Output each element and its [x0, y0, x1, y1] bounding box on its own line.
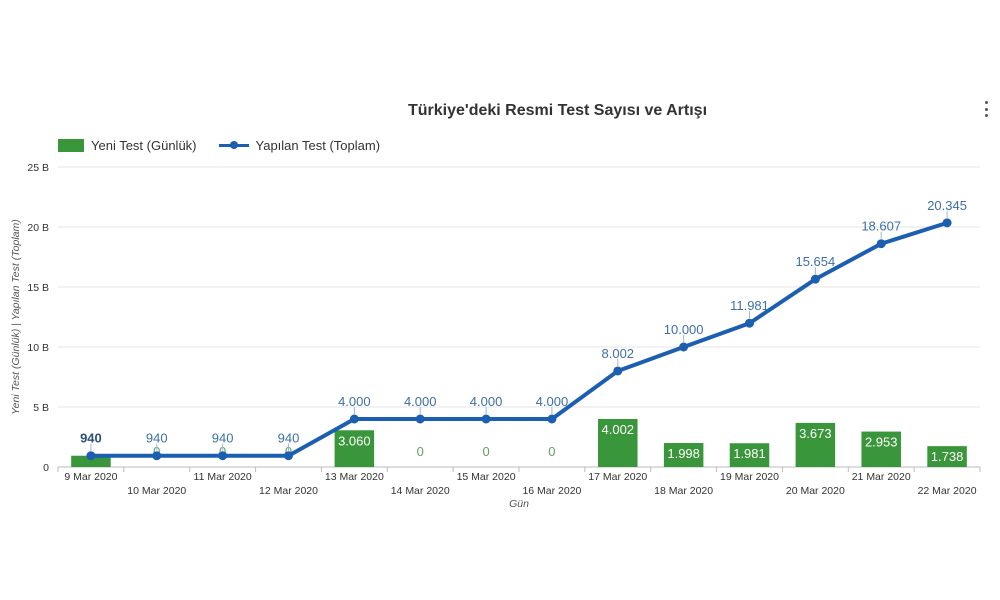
legend-line-swatch [218, 139, 249, 152]
line-point [876, 239, 886, 249]
line-data-label: 15.654 [795, 254, 835, 269]
x-tick-label: 16 Mar 2020 [522, 485, 581, 497]
legend-label-line: Yapılan Test (Toplam) [255, 138, 381, 153]
line-point [415, 414, 425, 424]
bar-data-label: 4.002 [602, 422, 635, 437]
more-vertical-icon [984, 101, 988, 104]
y-tick-label: 15 B [27, 282, 49, 294]
bar [334, 430, 375, 467]
line-data-label: 940 [146, 431, 168, 446]
line-data-label: 20.345 [927, 198, 967, 213]
line-data-label: 8.002 [602, 346, 635, 361]
line-data-label: 940 [80, 431, 102, 446]
x-axis-title: Gün [509, 498, 529, 510]
y-axis-title: Yeni Test (Günlük) | Yapılan Test (Topla… [10, 219, 22, 415]
x-tick-label: 12 Mar 2020 [259, 485, 318, 497]
bar-data-label: 1.998 [667, 446, 700, 461]
line-point [942, 218, 952, 228]
line-point [547, 414, 557, 424]
bar [663, 443, 704, 467]
line-point [613, 366, 623, 376]
line-data-label: 10.000 [664, 322, 704, 337]
line-data-label: 940 [278, 431, 300, 446]
legend-item-bar[interactable]: Yeni Test (Günlük) [58, 138, 197, 153]
legend-label-bar: Yeni Test (Günlük) [91, 138, 197, 153]
y-tick-label: 10 B [27, 342, 49, 354]
x-tick-label: 20 Mar 2020 [786, 485, 845, 497]
chart-menu-button[interactable] [979, 99, 993, 119]
x-tick-label: 15 Mar 2020 [457, 471, 516, 483]
line-point [86, 451, 96, 461]
bar-data-label: 0 [548, 444, 555, 459]
bar-data-label: 0 [482, 444, 489, 459]
x-tick-label: 9 Mar 2020 [64, 471, 117, 483]
legend: Yeni Test (Günlük) Yapılan Test (Toplam) [58, 138, 402, 153]
y-tick-label: 5 B [33, 402, 49, 414]
line-point [481, 414, 491, 424]
x-tick-label: 11 Mar 2020 [194, 471, 252, 483]
x-tick-label: 18 Mar 2020 [654, 485, 713, 497]
line-point [679, 342, 689, 352]
line-series-path [88, 220, 950, 458]
bar [71, 455, 111, 467]
x-tick-label: 21 Mar 2020 [852, 471, 911, 483]
bar [861, 431, 901, 467]
line-point [152, 451, 162, 461]
y-tick-label: 20 B [27, 222, 49, 234]
line-point [810, 274, 820, 284]
y-tick-label: 25 B [27, 162, 49, 174]
legend-item-line[interactable]: Yapılan Test (Toplam) [218, 138, 381, 153]
x-tick-label: 14 Mar 2020 [391, 485, 450, 497]
bar-data-label: 2.953 [865, 435, 898, 450]
bar [598, 418, 638, 467]
bar [927, 446, 967, 467]
bar-data-label: 3.673 [799, 426, 832, 441]
line-data-label: 4.000 [404, 394, 437, 409]
chart-title: Türkiye'deki Resmi Test Sayısı ve Artışı [407, 102, 708, 119]
x-tick-label: 19 Mar 2020 [720, 471, 779, 483]
y-tick-label: 0 [43, 462, 49, 474]
x-tick-label: 22 Mar 2020 [918, 485, 977, 497]
line-data-label: 11.981 [730, 298, 769, 313]
line-point [745, 318, 754, 328]
bar-data-label: 1.738 [931, 449, 964, 464]
legend-bar-swatch [58, 139, 84, 152]
line-point [218, 451, 228, 461]
line-data-label: 940 [212, 431, 234, 446]
bar-data-label: 0 [417, 444, 424, 459]
line-data-label: 4.000 [470, 394, 503, 409]
bar [729, 443, 770, 467]
x-tick-label: 13 Mar 2020 [325, 471, 384, 483]
x-tick-label: 10 Mar 2020 [127, 485, 186, 497]
bar [795, 422, 836, 467]
bar-data-label: 3.060 [338, 433, 371, 448]
line-data-label: 4.000 [536, 394, 569, 409]
line-point [284, 451, 293, 461]
line-point [349, 414, 359, 424]
x-tick-label: 17 Mar 2020 [588, 471, 647, 483]
bar-data-label: 1.981 [733, 446, 766, 461]
line-data-label: 4.000 [338, 394, 371, 409]
line-data-label: 18.607 [861, 219, 901, 234]
